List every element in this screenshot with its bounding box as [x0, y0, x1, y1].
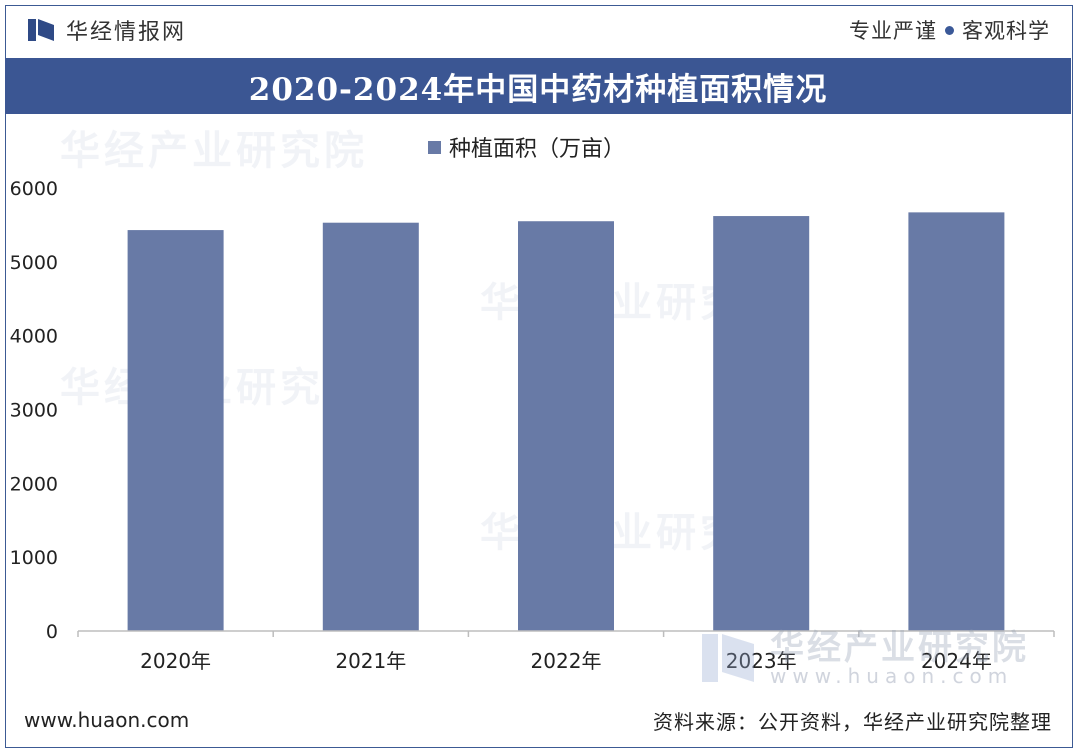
motto-left: 专业严谨: [849, 19, 937, 43]
motto-right: 客观科学: [962, 19, 1050, 43]
chart-frame: [5, 5, 1073, 748]
bar-chart: 0 1000 2000 3000 4000 5000 6000 2020年 2021年 2022…: [10, 178, 1055, 673]
x-tick-label: 2020年: [140, 649, 211, 673]
watermark-logo-icon: [702, 634, 754, 682]
watermark-brand: 华经产业研究院 www.huaon.com: [700, 620, 1030, 690]
y-tick-label: 4000: [10, 326, 58, 348]
x-tick-label: 2021年: [335, 649, 406, 673]
legend-swatch: [428, 140, 441, 154]
motto-dot-icon: [945, 25, 954, 35]
chart-title: 2020-2024年中国中药材种植面积情况: [248, 71, 828, 108]
huajing-logo-icon: [28, 19, 54, 41]
chart-title-bar: 2020-2024年中国中药材种植面积情况: [5, 58, 1071, 114]
y-tick-label: 6000: [10, 178, 58, 200]
x-axis-labels: 2020年 2021年 2022年 2023年 2024年: [140, 649, 992, 673]
y-tick-label: 3000: [10, 400, 58, 422]
bars: [127, 212, 1005, 632]
bar-2023年[interactable]: [713, 216, 810, 631]
y-tick-label: 1000: [10, 547, 58, 569]
brand-name: 华经情报网: [66, 20, 187, 45]
bar-2020年[interactable]: [127, 230, 224, 631]
bar-2022年[interactable]: [518, 221, 614, 631]
y-tick-label: 5000: [10, 252, 58, 274]
brand[interactable]: 华经情报网: [26, 14, 186, 46]
watermark-brand-cn: 华经产业研究院: [770, 628, 1029, 668]
x-axis: [77, 630, 1055, 637]
y-tick-label: 0: [46, 621, 58, 643]
footer-source: 资料来源：公开资料，华经产业研究院整理: [653, 710, 1052, 734]
legend-label: 种植面积（万亩）: [449, 137, 626, 162]
chart-legend: 种植面积（万亩）: [428, 132, 625, 162]
x-tick-label: 2023年: [726, 649, 797, 673]
top-bar: 华经情报网 专业严谨 客观科学: [0, 0, 1080, 58]
y-axis-ticks: 0 1000 2000 3000 4000 5000 6000: [10, 178, 58, 643]
x-tick-label: 2024年: [921, 649, 992, 673]
y-tick-label: 2000: [10, 473, 58, 495]
bar-2024年[interactable]: [908, 212, 1005, 632]
footer-site-link[interactable]: www.huaon.com: [24, 708, 190, 732]
watermark-brand-en: www.huaon.com: [770, 664, 1014, 688]
bar-2021年[interactable]: [322, 222, 419, 631]
motto: 专业严谨 客观科学: [849, 14, 1050, 46]
x-tick-label: 2022年: [531, 649, 602, 673]
